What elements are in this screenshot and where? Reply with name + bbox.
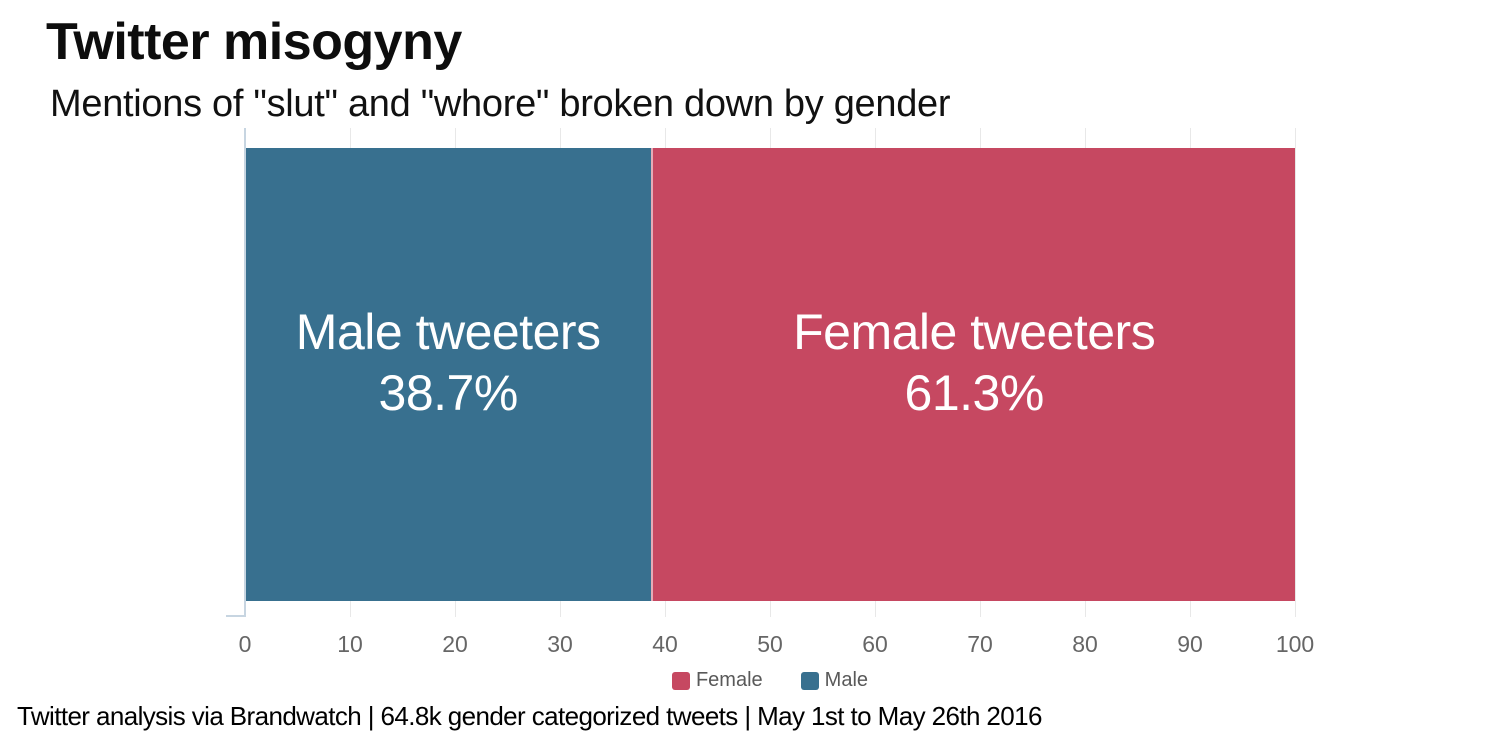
legend-item-male: Male — [800, 669, 869, 692]
x-tick-label-60: 60 — [862, 631, 888, 657]
legend-label-female: Female — [695, 669, 763, 691]
x-tick-label-0: 0 — [238, 631, 252, 657]
x-tick-label-30: 30 — [547, 631, 573, 657]
y-axis-line — [244, 128, 246, 617]
y-axis-outer-tick — [226, 615, 245, 617]
x-tick-label-40: 40 — [652, 631, 678, 657]
legend-label-male: Male — [824, 669, 869, 691]
x-tick-label-10: 10 — [337, 631, 363, 657]
x-tick-label-70: 70 — [967, 631, 993, 657]
x-tick-label-50: 50 — [757, 631, 783, 657]
bar-segment-male: Male tweeters 38.7% — [245, 148, 652, 601]
chart-title: Twitter misogyny — [46, 13, 462, 71]
gridline-100 — [1295, 128, 1296, 617]
source-footer: Twitter analysis via Brandwatch | 64.8k … — [17, 701, 1042, 731]
chart-header: Twitter misogyny Mentions of "slut" and … — [46, 13, 951, 126]
x-tick-label-100: 100 — [1275, 631, 1315, 657]
bar-label-female: Female tweeters 61.3% — [793, 303, 1156, 421]
stacked-bar: Male tweeters 38.7% Female tweeters 61.3% — [245, 148, 1295, 601]
legend-item-female: Female — [671, 669, 763, 692]
legend-swatch-male — [800, 671, 819, 690]
chart-subtitle: Mentions of "slut" and "whore" broken do… — [50, 83, 951, 125]
x-tick-label-20: 20 — [442, 631, 468, 657]
x-tick-label-80: 80 — [1072, 631, 1098, 657]
legend: Female Male — [245, 669, 1295, 692]
legend-swatch-female — [671, 671, 690, 690]
bar-label-male: Male tweeters 38.7% — [295, 303, 601, 421]
plot-area: Male tweeters 38.7% Female tweeters 61.3% 0… — [226, 128, 1314, 657]
bar-segment-female: Female tweeters 61.3% — [651, 148, 1295, 601]
x-tick-label-90: 90 — [1177, 631, 1203, 657]
